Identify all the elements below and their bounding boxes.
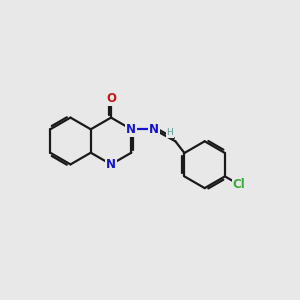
Text: Cl: Cl (233, 178, 246, 191)
Text: O: O (106, 92, 116, 105)
Text: N: N (149, 123, 159, 136)
Text: H: H (167, 128, 173, 137)
Text: N: N (126, 123, 136, 136)
Text: N: N (106, 158, 116, 171)
